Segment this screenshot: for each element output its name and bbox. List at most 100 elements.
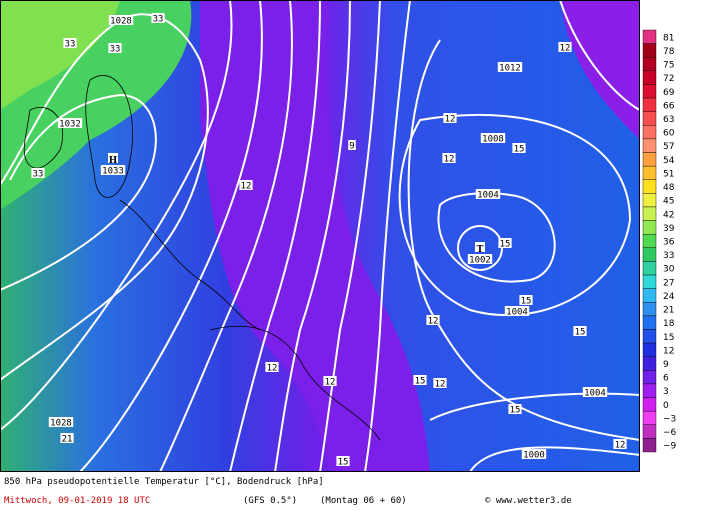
colorbar-swatch xyxy=(642,438,657,453)
pressure-center: T xyxy=(477,245,484,255)
label-bg xyxy=(151,13,165,23)
colorbar-label: 75 xyxy=(663,61,674,71)
footer-model: (GFS 0.5°) xyxy=(243,496,297,506)
pressure-center: H xyxy=(109,156,118,166)
label-bg xyxy=(558,42,572,52)
colorbar-swatch xyxy=(642,84,657,99)
colorbar-swatch xyxy=(642,193,657,208)
contour-label: 1004 xyxy=(584,389,606,399)
colorbar-label: 60 xyxy=(663,129,675,139)
contour-label: 1004 xyxy=(477,191,499,201)
contour-label: 1002 xyxy=(469,256,491,266)
colorbar-label: 6 xyxy=(663,374,669,384)
label-bg xyxy=(413,375,427,385)
label-bg xyxy=(63,38,77,48)
colorbar-label: 51 xyxy=(663,169,674,179)
cold-area xyxy=(560,0,640,140)
colorbar-label: 3 xyxy=(663,387,669,397)
contour-label: 12 xyxy=(560,44,571,54)
colorbar-label: 66 xyxy=(663,101,675,111)
colorbar-label: 21 xyxy=(663,306,674,316)
label-bg xyxy=(433,378,447,388)
label-bg xyxy=(100,165,126,175)
label-bg xyxy=(613,439,627,449)
label-bg xyxy=(348,140,356,150)
label-bg xyxy=(108,15,134,25)
colorbar-swatch xyxy=(642,356,657,371)
colorbar-label: 0 xyxy=(663,401,669,411)
label-bg xyxy=(108,43,122,53)
label-bg xyxy=(31,168,45,178)
colorbar-label: 72 xyxy=(663,74,674,84)
contour-label: 33 xyxy=(153,15,164,25)
label-bg xyxy=(57,118,83,128)
contour-label: 33 xyxy=(33,170,44,180)
colorbar-swatch xyxy=(642,424,657,439)
colorbar-swatch xyxy=(642,43,657,58)
colorbar-label: −6 xyxy=(663,428,677,438)
contour-label: 1008 xyxy=(482,135,504,145)
colorbar-swatch xyxy=(642,29,657,44)
label-bg xyxy=(475,242,485,252)
colorbar-label: 9 xyxy=(663,360,669,370)
contour-label: 15 xyxy=(575,328,586,338)
label-bg xyxy=(48,417,74,427)
colorbar-label: 48 xyxy=(663,183,675,193)
colorbar-swatch xyxy=(642,370,657,385)
colorbar-label: 63 xyxy=(663,115,674,125)
contour-label: 1028 xyxy=(110,17,132,27)
colorbar-swatch xyxy=(642,315,657,330)
label-bg xyxy=(475,189,501,199)
contour-label: 12 xyxy=(615,441,626,451)
contour-label: 1032 xyxy=(59,120,81,130)
colorbar-label: 54 xyxy=(663,156,675,166)
colorbar-swatch xyxy=(642,302,657,317)
colorbar-label: 69 xyxy=(663,88,675,98)
colorbar-swatch xyxy=(642,138,657,153)
colorbar-label: 18 xyxy=(663,319,675,329)
colorbar-swatch xyxy=(642,152,657,167)
contour-label: 12 xyxy=(241,182,252,192)
colorbar-swatch xyxy=(642,97,657,112)
colorbar-swatch xyxy=(642,179,657,194)
contour-label: 1033 xyxy=(102,167,124,177)
contour-label: 12 xyxy=(435,380,446,390)
contour-label: 1000 xyxy=(523,451,545,461)
footer-title: 850 hPa pseudopotentielle Temperatur [°C… xyxy=(4,477,324,487)
contour-label: 15 xyxy=(510,406,521,416)
colorbar-label: −3 xyxy=(663,414,676,424)
footer-run: (Montag 06 + 60) xyxy=(320,496,407,506)
map-area xyxy=(0,0,640,472)
label-bg xyxy=(512,143,526,153)
colorbar-label: 57 xyxy=(663,142,674,152)
colorbar-label: 12 xyxy=(663,346,674,356)
colorbar-label: 39 xyxy=(663,224,675,234)
label-bg xyxy=(573,326,587,336)
label-bg xyxy=(582,387,608,397)
label-bg xyxy=(480,133,506,143)
label-bg xyxy=(498,238,512,248)
colorbar-label: 15 xyxy=(663,333,674,343)
colorbar-label: 30 xyxy=(663,265,675,275)
colorbar-swatch xyxy=(642,383,657,398)
label-bg xyxy=(426,315,440,325)
contour-label: 1012 xyxy=(499,64,521,74)
label-bg xyxy=(60,433,74,443)
colorbar-swatch xyxy=(642,261,657,276)
colorbar-swatch xyxy=(642,206,657,221)
colorbar-swatch xyxy=(642,57,657,72)
colorbar-swatch xyxy=(642,288,657,303)
colorbar-swatch xyxy=(642,220,657,235)
colorbar-swatch xyxy=(642,274,657,289)
label-bg xyxy=(336,456,350,466)
contour-label: 33 xyxy=(65,40,76,50)
colorbar-swatch xyxy=(642,247,657,262)
label-bg xyxy=(443,113,457,123)
contour-label: 12 xyxy=(445,115,456,125)
contour-label: 15 xyxy=(514,145,525,155)
colorbar-swatch xyxy=(642,410,657,425)
contour-label: 21 xyxy=(62,435,73,445)
label-bg xyxy=(442,153,456,163)
label-bg xyxy=(521,449,547,459)
coastlines xyxy=(23,75,381,441)
